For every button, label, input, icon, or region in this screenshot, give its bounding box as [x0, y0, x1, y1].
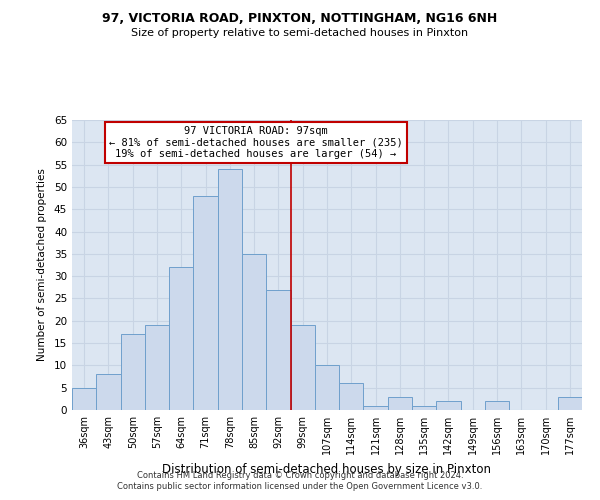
Bar [72, 388, 96, 410]
Bar [145, 325, 169, 410]
Text: 97, VICTORIA ROAD, PINXTON, NOTTINGHAM, NG16 6NH: 97, VICTORIA ROAD, PINXTON, NOTTINGHAM, … [103, 12, 497, 26]
Bar [96, 374, 121, 410]
Y-axis label: Number of semi-detached properties: Number of semi-detached properties [37, 168, 47, 362]
X-axis label: Distribution of semi-detached houses by size in Pinxton: Distribution of semi-detached houses by … [163, 462, 491, 475]
Bar [193, 196, 218, 410]
Text: Contains HM Land Registry data © Crown copyright and database right 2024.: Contains HM Land Registry data © Crown c… [137, 471, 463, 480]
Bar [218, 169, 242, 410]
Bar [339, 383, 364, 410]
Bar [364, 406, 388, 410]
Text: Size of property relative to semi-detached houses in Pinxton: Size of property relative to semi-detach… [131, 28, 469, 38]
Bar [388, 396, 412, 410]
Bar [436, 401, 461, 410]
Text: 97 VICTORIA ROAD: 97sqm
← 81% of semi-detached houses are smaller (235)
19% of s: 97 VICTORIA ROAD: 97sqm ← 81% of semi-de… [109, 126, 403, 159]
Bar [169, 267, 193, 410]
Bar [290, 325, 315, 410]
Text: Contains public sector information licensed under the Open Government Licence v3: Contains public sector information licen… [118, 482, 482, 491]
Bar [266, 290, 290, 410]
Bar [242, 254, 266, 410]
Bar [558, 396, 582, 410]
Bar [315, 366, 339, 410]
Bar [485, 401, 509, 410]
Bar [121, 334, 145, 410]
Bar [412, 406, 436, 410]
